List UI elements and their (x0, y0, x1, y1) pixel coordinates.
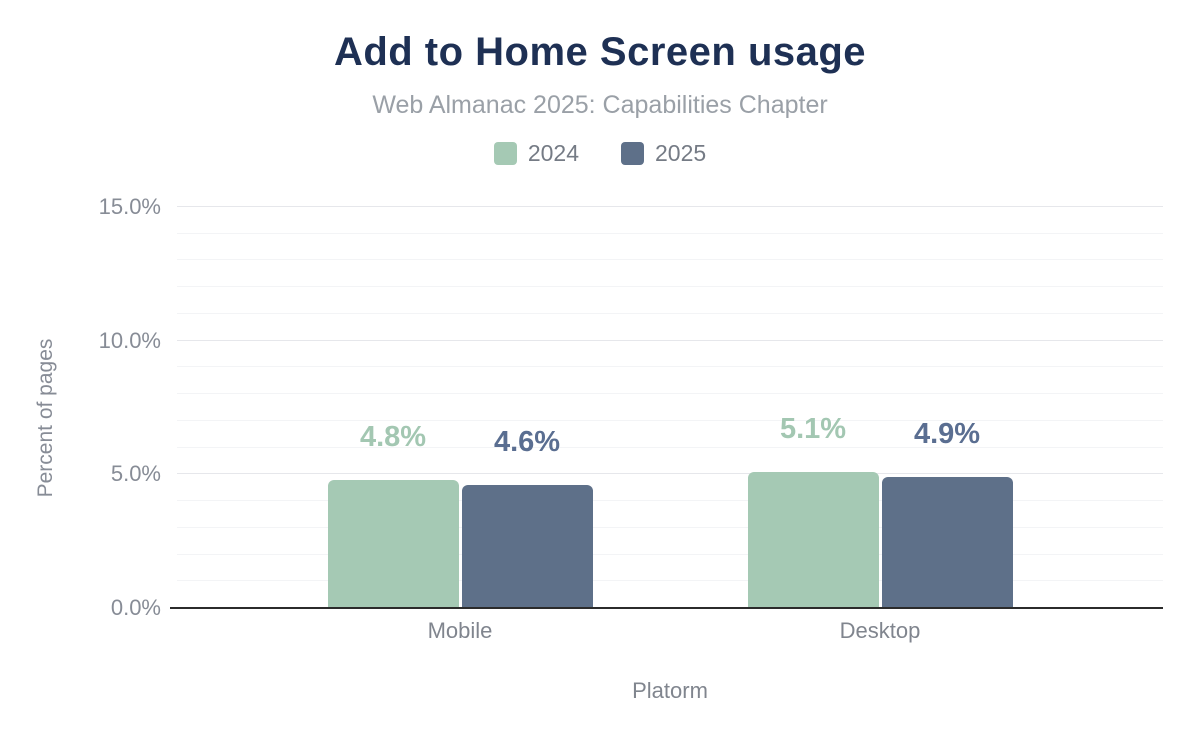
legend-swatch-2024 (493, 142, 517, 165)
minor-gridline (177, 366, 1163, 368)
bar-mobile-2024 (327, 479, 459, 608)
minor-gridline (177, 232, 1163, 234)
data-label-desktop-2025: 4.9% (913, 418, 981, 451)
major-gridline (177, 473, 1163, 475)
x-category-label-desktop: Desktop (839, 618, 921, 643)
bar-group-mobile: 4.8% 4.6% (327, 420, 593, 608)
major-gridline (177, 206, 1163, 207)
chart-title: Add to Home Screen usage (333, 30, 867, 74)
y-tick-label: 5.0% (110, 461, 161, 487)
x-category-label-mobile: Mobile (427, 618, 493, 643)
bar-desktop-2024 (747, 471, 879, 608)
chart-subtitle: Web Almanac 2025: Capabilities Chapter (372, 91, 828, 119)
minor-gridline (177, 580, 1163, 582)
y-tick-label: 10.0% (98, 327, 161, 353)
data-label-mobile-2024: 4.8% (359, 420, 427, 453)
minor-gridline (177, 446, 1163, 448)
y-tick-label: 15.0% (98, 194, 161, 219)
legend-label: 2025 (655, 140, 707, 166)
y-tick-label: 0.0% (110, 595, 161, 620)
minor-gridline (177, 259, 1163, 261)
bar-column: 4.9% (881, 418, 1013, 608)
plot-area: 4.8% 4.6% 5.1% 4.9% (170, 206, 1163, 609)
minor-gridline (177, 419, 1163, 421)
bar-column: 5.1% (747, 412, 879, 608)
minor-gridline (177, 393, 1163, 395)
bar-desktop-2025 (881, 477, 1013, 608)
legend-item-2025: 2025 (621, 140, 706, 167)
bar-group-desktop: 5.1% 4.9% (747, 412, 1013, 608)
data-label-mobile-2025: 4.6% (493, 426, 561, 459)
minor-gridline (177, 312, 1163, 314)
x-axis-title: Platorm (632, 678, 708, 703)
legend: 2024 2025 (0, 140, 1200, 167)
x-axis-line (170, 607, 1163, 609)
data-label-desktop-2024: 5.1% (779, 412, 847, 445)
minor-gridline (177, 553, 1163, 555)
major-gridline (177, 339, 1163, 341)
minor-gridline (177, 286, 1163, 288)
legend-label: 2024 (527, 140, 579, 166)
legend-item-2024: 2024 (493, 140, 579, 167)
minor-gridline (177, 500, 1163, 502)
bar-column: 4.8% (327, 420, 459, 608)
bar-column: 4.6% (461, 426, 593, 608)
bar-mobile-2025 (461, 485, 593, 608)
legend-swatch-2025 (621, 142, 644, 165)
minor-gridline (177, 526, 1163, 528)
